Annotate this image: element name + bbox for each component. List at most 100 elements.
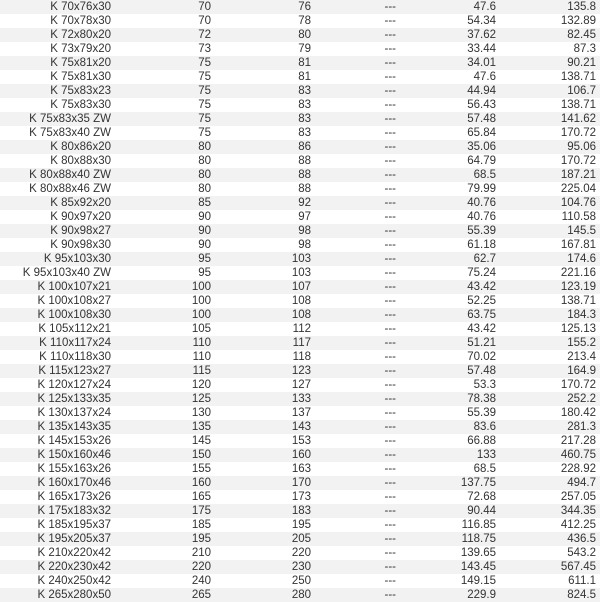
table-cell: 108: [215, 308, 315, 322]
table-cell: ---: [315, 280, 400, 294]
table-cell: 228.92: [500, 462, 600, 476]
table-cell: K 185x195x37: [0, 518, 115, 532]
table-cell: 80: [215, 28, 315, 42]
table-cell: 229.9: [400, 588, 500, 602]
table-cell: ---: [315, 70, 400, 84]
table-cell: 65.84: [400, 126, 500, 140]
table-cell: 83: [215, 98, 315, 112]
table-cell: 120: [115, 378, 215, 392]
table-cell: K 125x133x35: [0, 392, 115, 406]
table-cell: 90.21: [500, 56, 600, 70]
table-cell: 145.5: [500, 224, 600, 238]
table-cell: K 70x76x30: [0, 0, 115, 14]
table-cell: 138.71: [500, 294, 600, 308]
table-row: K 100x107x21100107---43.42123.19: [0, 280, 600, 294]
table-cell: 40.76: [400, 210, 500, 224]
table-cell: 47.6: [400, 70, 500, 84]
table-cell: K 75x83x35 ZW: [0, 112, 115, 126]
table-cell: K 100x107x21: [0, 280, 115, 294]
table-cell: 73: [115, 42, 215, 56]
table-cell: 90: [115, 238, 215, 252]
table-cell: ---: [315, 588, 400, 602]
table-cell: 75: [115, 70, 215, 84]
table-cell: 55.39: [400, 406, 500, 420]
table-cell: 97: [215, 210, 315, 224]
table-cell: 611.1: [500, 574, 600, 588]
table-row: K 90x98x309098---61.18167.81: [0, 238, 600, 252]
table-cell: 57.48: [400, 112, 500, 126]
table-cell: K 90x98x27: [0, 224, 115, 238]
table-cell: 75: [115, 84, 215, 98]
table-cell: 180.42: [500, 406, 600, 420]
table-cell: 44.94: [400, 84, 500, 98]
table-cell: 220: [115, 560, 215, 574]
table-cell: K 150x160x46: [0, 448, 115, 462]
table-cell: 163: [215, 462, 315, 476]
table-cell: 90.44: [400, 504, 500, 518]
table-cell: 170.72: [500, 126, 600, 140]
table-cell: 412.25: [500, 518, 600, 532]
table-cell: 110: [115, 336, 215, 350]
table-cell: 221.16: [500, 266, 600, 280]
table-cell: 81: [215, 56, 315, 70]
table-row: K 80x88x46 ZW8088---79.99225.04: [0, 182, 600, 196]
table-cell: 280: [215, 588, 315, 602]
table-cell: K 135x143x35: [0, 420, 115, 434]
table-row: K 95x103x3095103---62.7174.6: [0, 252, 600, 266]
table-body: K 70x76x307076---47.6135.8K 70x78x307078…: [0, 0, 600, 602]
table-cell: 90: [115, 224, 215, 238]
table-cell: 230: [215, 560, 315, 574]
table-cell: 118: [215, 350, 315, 364]
table-cell: 87.3: [500, 42, 600, 56]
table-row: K 125x133x35125133---78.38252.2: [0, 392, 600, 406]
table-cell: 141.62: [500, 112, 600, 126]
table-cell: 184.3: [500, 308, 600, 322]
table-cell: ---: [315, 560, 400, 574]
table-cell: K 210x220x42: [0, 546, 115, 560]
table-cell: 133: [400, 448, 500, 462]
table-row: K 73x79x207379---33.4487.3: [0, 42, 600, 56]
table-cell: ---: [315, 378, 400, 392]
table-row: K 75x83x40 ZW7583---65.84170.72: [0, 126, 600, 140]
table-cell: 57.48: [400, 364, 500, 378]
table-cell: 213.4: [500, 350, 600, 364]
table-row: K 130x137x24130137---55.39180.42: [0, 406, 600, 420]
table-cell: 75: [115, 56, 215, 70]
table-cell: ---: [315, 490, 400, 504]
table-cell: K 80x88x30: [0, 154, 115, 168]
table-cell: 100: [115, 280, 215, 294]
table-cell: 100: [115, 294, 215, 308]
table-row: K 155x163x26155163---68.5228.92: [0, 462, 600, 476]
table-cell: 63.75: [400, 308, 500, 322]
table-cell: 70.02: [400, 350, 500, 364]
table-cell: K 75x81x20: [0, 56, 115, 70]
table-cell: ---: [315, 98, 400, 112]
table-cell: ---: [315, 364, 400, 378]
table-cell: 225.04: [500, 182, 600, 196]
table-cell: K 175x183x32: [0, 504, 115, 518]
table-cell: 116.85: [400, 518, 500, 532]
table-cell: 108: [215, 294, 315, 308]
table-cell: K 165x173x26: [0, 490, 115, 504]
table-row: K 72x80x207280---37.6282.45: [0, 28, 600, 42]
table-cell: 75.24: [400, 266, 500, 280]
table-cell: 72.68: [400, 490, 500, 504]
table-row: K 75x83x307583---56.43138.71: [0, 98, 600, 112]
table-cell: 40.76: [400, 196, 500, 210]
table-row: K 100x108x30100108---63.75184.3: [0, 308, 600, 322]
table-cell: ---: [315, 518, 400, 532]
table-cell: K 110x117x24: [0, 336, 115, 350]
table-cell: 153: [215, 434, 315, 448]
table-cell: 252.2: [500, 392, 600, 406]
table-cell: 138.71: [500, 70, 600, 84]
table-row: K 220x230x42220230---143.45567.45: [0, 560, 600, 574]
table-cell: 265: [115, 588, 215, 602]
table-row: K 150x160x46150160---133460.75: [0, 448, 600, 462]
table-cell: 61.18: [400, 238, 500, 252]
table-cell: 125: [115, 392, 215, 406]
table-cell: 133: [215, 392, 315, 406]
table-cell: ---: [315, 0, 400, 14]
table-row: K 145x153x26145153---66.88217.28: [0, 434, 600, 448]
table-cell: 106.7: [500, 84, 600, 98]
table-row: K 115x123x27115123---57.48164.9: [0, 364, 600, 378]
